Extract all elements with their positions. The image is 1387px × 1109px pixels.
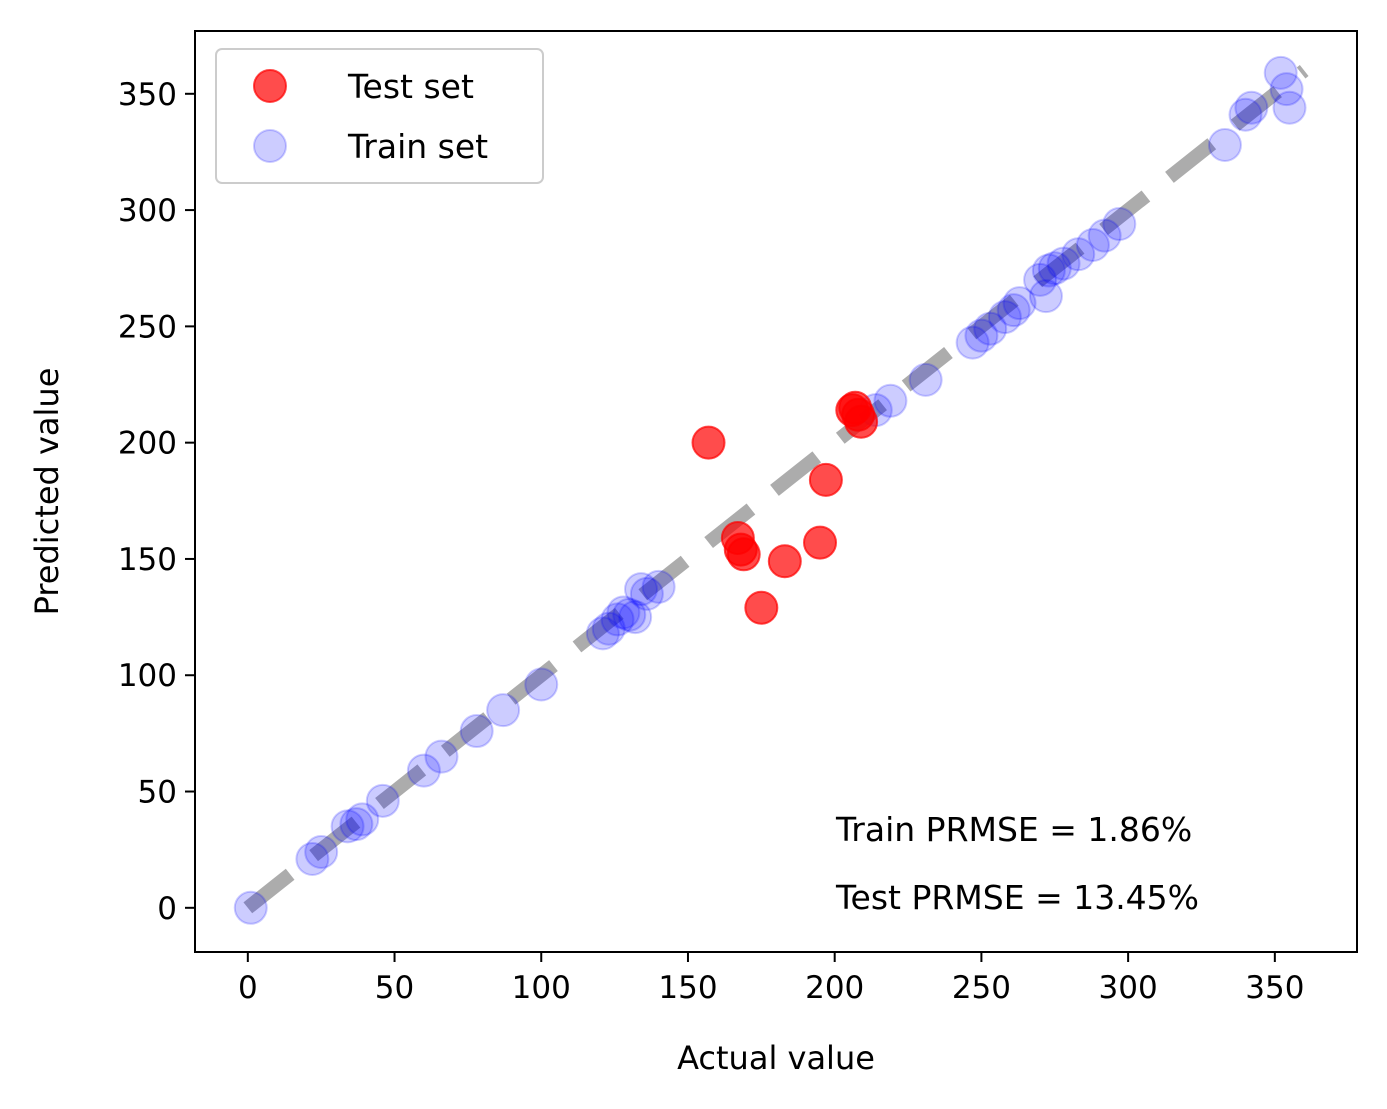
train-set-point — [1046, 246, 1081, 281]
test-set-point — [691, 425, 726, 460]
train-set-point — [406, 753, 441, 788]
y-tick-label: 100 — [118, 658, 177, 694]
test-prmse-annotation: Test PRMSE = 13.45% — [835, 878, 1199, 917]
train-set-point — [345, 802, 380, 837]
train-set-point — [1028, 279, 1063, 314]
y-tick-label: 250 — [118, 309, 177, 345]
train-set-point — [424, 739, 459, 774]
train-prmse-annotation: Train PRMSE = 1.86% — [835, 810, 1192, 849]
x-tick-label: 350 — [1245, 970, 1304, 1006]
train-set-point — [955, 325, 990, 360]
train-set-point — [1234, 90, 1269, 125]
train-set-point — [600, 602, 635, 637]
train-set-point — [591, 611, 626, 646]
train-set-point — [233, 890, 268, 925]
train-set-point — [330, 809, 365, 844]
train-set-point — [1263, 55, 1298, 90]
train-set-point — [1269, 72, 1304, 107]
legend-label-test: Test set — [347, 67, 474, 106]
x-tick-label: 200 — [805, 970, 864, 1006]
y-tick-label: 200 — [118, 426, 177, 462]
x-axis: 0 50 100 150 200 250 300 350 — [238, 952, 1304, 1006]
train-set-point — [1037, 251, 1072, 286]
train-set-point — [606, 595, 641, 630]
x-tick-label: 250 — [952, 970, 1011, 1006]
train-set-point — [873, 383, 908, 418]
train-set-point — [612, 597, 647, 632]
train-set-point — [295, 841, 330, 876]
x-tick-label: 150 — [658, 970, 717, 1006]
test-set-point — [767, 544, 802, 579]
train-set-point — [1207, 127, 1242, 162]
train-set-point — [973, 311, 1008, 346]
y-tick-label: 300 — [118, 193, 177, 229]
train-set-point — [987, 300, 1022, 335]
y-axis-label: Predicted value — [28, 368, 66, 616]
y-tick-label: 350 — [118, 77, 177, 113]
train-set-point — [1087, 218, 1122, 253]
x-tick-label: 0 — [238, 970, 258, 1006]
train-set-point — [618, 600, 653, 635]
legend: Test set Train set — [215, 48, 544, 184]
train-set-point — [629, 576, 664, 611]
train-set-point — [524, 667, 559, 702]
train-set-point — [1023, 262, 1058, 297]
x-tick-label: 300 — [1099, 970, 1158, 1006]
train-set-point — [641, 569, 676, 604]
train-set-point — [1228, 97, 1263, 132]
train-set-point — [459, 714, 494, 749]
train-set-point — [908, 362, 943, 397]
y-axis: 0 50 100 150 200 250 300 350 — [118, 77, 195, 927]
test-set-point — [744, 590, 779, 625]
y-tick-label: 150 — [118, 542, 177, 578]
train-set-point — [339, 807, 374, 842]
test-set-point — [726, 537, 761, 572]
train-set-point — [1002, 286, 1037, 321]
train-set-point — [1031, 253, 1066, 288]
train-set-point — [365, 783, 400, 818]
train-set-point — [585, 616, 620, 651]
train-set-point — [304, 834, 339, 869]
train-set-point — [1061, 237, 1096, 272]
legend-label-train: Train set — [347, 127, 488, 166]
plot-area — [194, 30, 1358, 953]
plot-frame — [194, 30, 1358, 953]
train-set-point — [1272, 90, 1307, 125]
x-tick-label: 100 — [512, 970, 571, 1006]
train-set-point — [1075, 227, 1110, 262]
legend-box — [215, 48, 544, 184]
x-axis-label: Actual value — [677, 1039, 875, 1077]
train-set-point — [1102, 207, 1137, 242]
train-set-point — [964, 318, 999, 353]
y-tick-label: 0 — [157, 891, 177, 927]
legend-marker-test — [253, 69, 287, 103]
train-set-point — [996, 293, 1031, 328]
train-set-point — [624, 572, 659, 607]
test-set-point — [844, 404, 879, 439]
test-set-point — [803, 525, 838, 560]
legend-marker-train — [253, 129, 287, 163]
x-tick-label: 50 — [375, 970, 414, 1006]
train-set-point — [486, 693, 521, 728]
ideal-fit-line — [243, 65, 1309, 914]
y-tick-label: 50 — [138, 775, 177, 811]
test-set-point — [808, 462, 843, 497]
